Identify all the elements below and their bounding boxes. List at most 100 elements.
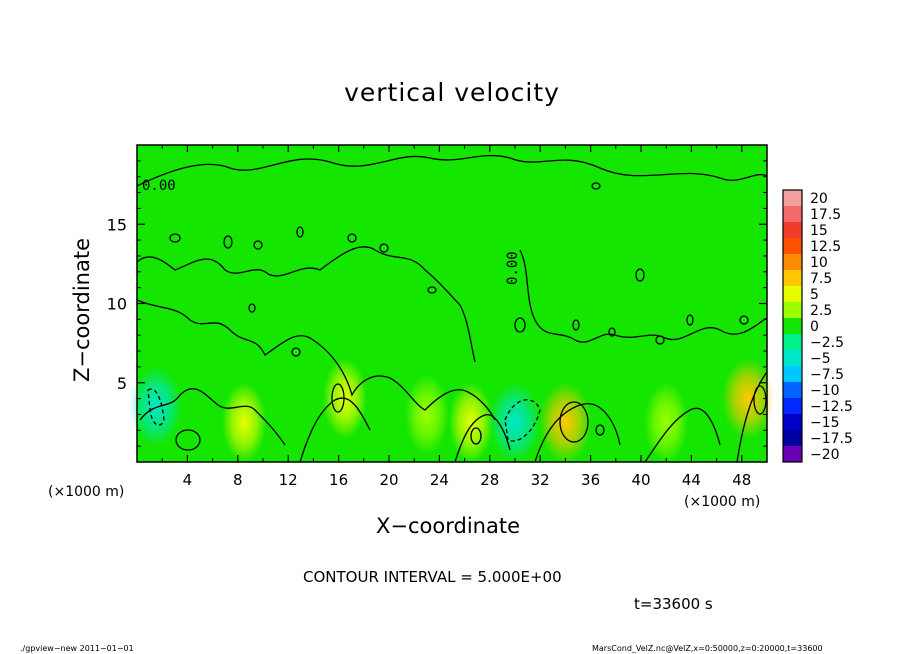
colorbar-segment xyxy=(783,398,802,415)
x-unit-label-right: (×1000 m) xyxy=(684,494,761,510)
colorbar-label: 15 xyxy=(810,223,828,239)
contour-spot xyxy=(253,240,263,250)
colorbar-segment xyxy=(783,318,802,335)
negative-contour xyxy=(147,388,165,426)
contour-line xyxy=(534,403,621,463)
colorbar-segment xyxy=(783,446,802,463)
field-feature xyxy=(539,382,592,463)
field-feature xyxy=(644,382,689,463)
contour-spot xyxy=(427,286,437,294)
x-tick-label: 12 xyxy=(279,471,298,489)
colorbar-segment xyxy=(783,350,802,367)
y-tick-label: 15 xyxy=(107,215,127,234)
colorbar-segment xyxy=(783,190,802,207)
contour-line xyxy=(299,397,371,463)
field-feature xyxy=(129,366,182,447)
colorbar-label: 12.5 xyxy=(810,239,841,255)
field-feature xyxy=(222,382,267,463)
colorbar-segment xyxy=(783,334,802,351)
y-axis-label: Z−coordinate xyxy=(70,238,94,382)
footer-left-text: ./gpview−new 2011−01−01 xyxy=(20,644,134,653)
contour-spot xyxy=(347,233,357,243)
contour-spot xyxy=(291,347,301,357)
contour-line xyxy=(136,299,496,421)
field-feature xyxy=(489,382,541,463)
chart-title: vertical velocity xyxy=(344,78,560,107)
contour-label: 0.00 xyxy=(142,178,176,194)
colorbar-label: −7.5 xyxy=(810,367,844,383)
contour-spot xyxy=(591,182,601,190)
colorbar-label: −10 xyxy=(810,383,840,399)
contour-interval-text: CONTOUR INTERVAL = 5.000E+00 xyxy=(303,568,562,586)
contour-spot xyxy=(595,424,605,436)
contour-spot xyxy=(331,383,345,413)
contour-spot xyxy=(223,235,233,249)
colorbar-segment xyxy=(783,414,802,431)
contour-spot xyxy=(686,314,694,326)
contour-line xyxy=(519,249,768,343)
contour-label: 0.00 xyxy=(505,251,521,285)
x-tick-label: 24 xyxy=(430,471,449,489)
y-axis: 5 10 15 xyxy=(107,160,767,447)
colorbar-label: −20 xyxy=(810,447,840,463)
contour-spot xyxy=(608,327,616,337)
colorbar-segment xyxy=(783,238,802,255)
contour-lines xyxy=(136,154,768,463)
x-tick-label: 16 xyxy=(329,471,348,489)
colorbar-label: −12.5 xyxy=(810,399,853,415)
colorbar-segment xyxy=(783,286,802,303)
contour-spot xyxy=(559,401,589,443)
colorbar-label: 17.5 xyxy=(810,207,841,223)
colorbar-segment xyxy=(783,254,802,271)
colorbar-label: −17.5 xyxy=(810,431,853,447)
x-tick-label: 36 xyxy=(581,471,600,489)
heatmap-field xyxy=(129,145,775,463)
colorbar-label: 10 xyxy=(810,255,828,271)
x-tick-label: 44 xyxy=(682,471,701,489)
contour-spot xyxy=(470,427,482,445)
x-tick-label: 8 xyxy=(233,471,243,489)
x-tick-label: 32 xyxy=(531,471,550,489)
contour-spot xyxy=(753,385,767,415)
negative-contour xyxy=(504,399,541,442)
x-unit-label-left: (×1000 m) xyxy=(48,484,125,500)
contour-spot xyxy=(169,233,181,243)
colorbar-label: 7.5 xyxy=(810,271,832,287)
x-tick-label: 20 xyxy=(379,471,398,489)
contour-labels: 0.00 0.00 xyxy=(142,178,521,285)
contour-spot xyxy=(248,303,256,313)
colorbar: 2017.51512.5107.552.50−2.5−5−7.5−10−12.5… xyxy=(782,189,853,463)
colorbar-label: 2.5 xyxy=(810,303,832,319)
colorbar-label: −15 xyxy=(810,415,840,431)
contour-spot xyxy=(739,315,749,325)
colorbar-segment xyxy=(783,222,802,239)
y-tick-label: 5 xyxy=(117,374,127,393)
contour-line xyxy=(139,388,286,446)
x-tick-label: 40 xyxy=(631,471,650,489)
contour-spot xyxy=(175,429,201,451)
contour-line xyxy=(136,246,476,363)
footer-right-text: MarsCond_VelZ.nc@VelZ,x=0:50000,z=0:2000… xyxy=(592,644,823,653)
contour-line xyxy=(454,414,511,463)
x-axis: 4 8 12 16 20 24 28 32 36 40 44 48 xyxy=(161,145,751,489)
contour-spot xyxy=(514,317,526,333)
x-axis-label: X−coordinate xyxy=(376,514,520,538)
colorbar-frame xyxy=(782,189,803,463)
contour-line xyxy=(736,371,768,463)
contour-spot xyxy=(379,243,389,253)
y-tick-label: 10 xyxy=(107,295,127,314)
colorbar-label: 0 xyxy=(810,319,819,335)
x-tick-label: 48 xyxy=(732,471,751,489)
colorbar-label: −5 xyxy=(810,351,831,367)
contour-line xyxy=(644,407,721,463)
colorbar-segment xyxy=(783,382,802,399)
field-feature xyxy=(722,358,775,439)
contour-spot xyxy=(572,319,580,331)
colorbar-segment xyxy=(783,206,802,223)
contour-spot xyxy=(296,226,304,238)
x-tick-label: 4 xyxy=(183,471,193,489)
colorbar-segment xyxy=(783,430,802,447)
contour-spot xyxy=(635,268,645,282)
colorbar-label: 5 xyxy=(810,287,819,303)
